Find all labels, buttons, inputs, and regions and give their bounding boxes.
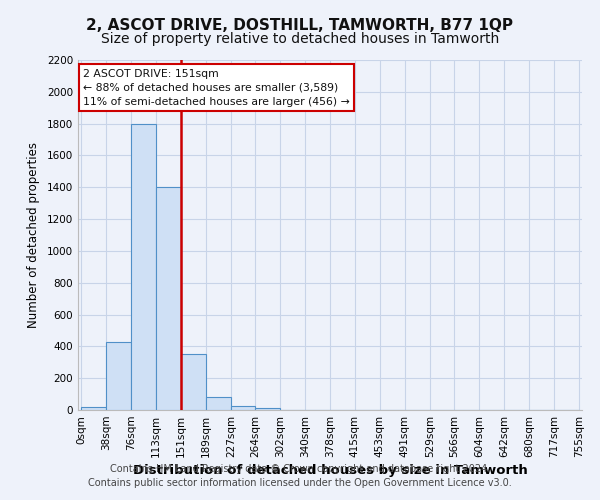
Bar — [156, 188, 181, 410]
Bar — [181, 354, 206, 410]
Bar — [81, 407, 106, 410]
Text: Size of property relative to detached houses in Tamworth: Size of property relative to detached ho… — [101, 32, 499, 46]
Bar — [206, 398, 231, 410]
Bar — [106, 342, 131, 410]
Y-axis label: Number of detached properties: Number of detached properties — [27, 142, 40, 328]
X-axis label: Distribution of detached houses by size in Tamworth: Distribution of detached houses by size … — [133, 464, 527, 477]
Bar — [231, 406, 255, 410]
Bar — [255, 408, 280, 410]
Text: 2, ASCOT DRIVE, DOSTHILL, TAMWORTH, B77 1QP: 2, ASCOT DRIVE, DOSTHILL, TAMWORTH, B77 … — [86, 18, 514, 32]
Text: Contains HM Land Registry data © Crown copyright and database right 2024.
Contai: Contains HM Land Registry data © Crown c… — [88, 464, 512, 487]
Bar — [131, 124, 156, 410]
Text: 2 ASCOT DRIVE: 151sqm
← 88% of detached houses are smaller (3,589)
11% of semi-d: 2 ASCOT DRIVE: 151sqm ← 88% of detached … — [83, 69, 350, 107]
